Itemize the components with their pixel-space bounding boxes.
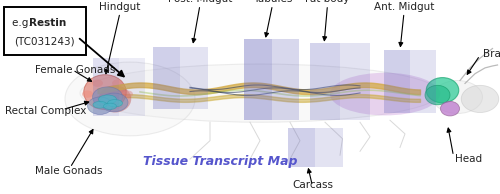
Text: Post. Midgut: Post. Midgut <box>168 0 232 4</box>
Ellipse shape <box>93 101 107 108</box>
Bar <box>288 128 315 167</box>
Text: Male Gonads: Male Gonads <box>35 166 102 176</box>
Text: Tubules: Tubules <box>253 0 292 4</box>
Ellipse shape <box>92 87 122 107</box>
Ellipse shape <box>426 78 459 103</box>
Text: (TC031243): (TC031243) <box>14 36 75 46</box>
Bar <box>384 50 410 113</box>
Ellipse shape <box>92 80 103 87</box>
Bar <box>180 47 208 109</box>
Ellipse shape <box>82 90 93 98</box>
Ellipse shape <box>104 103 117 109</box>
Ellipse shape <box>84 75 126 110</box>
Text: Hindgut: Hindgut <box>100 2 140 12</box>
Text: Rectal Complex: Rectal Complex <box>5 106 86 116</box>
Text: Carcass: Carcass <box>292 180 333 190</box>
Ellipse shape <box>98 95 116 104</box>
Bar <box>410 50 436 113</box>
Ellipse shape <box>80 64 440 122</box>
Text: Brain: Brain <box>482 49 500 59</box>
Ellipse shape <box>108 100 122 107</box>
Bar <box>92 58 118 116</box>
Ellipse shape <box>330 73 440 115</box>
Ellipse shape <box>122 90 133 98</box>
Text: Head: Head <box>455 154 482 164</box>
Ellipse shape <box>440 101 460 116</box>
Bar <box>272 39 299 120</box>
Bar <box>340 43 370 120</box>
Ellipse shape <box>112 80 123 87</box>
Ellipse shape <box>425 85 450 105</box>
Text: Tissue Transcript Map: Tissue Transcript Map <box>143 154 297 168</box>
Ellipse shape <box>88 97 112 114</box>
Text: Restin: Restin <box>30 18 67 28</box>
Ellipse shape <box>432 81 482 113</box>
Bar <box>118 58 144 116</box>
Bar <box>310 43 340 120</box>
Text: Ant. Midgut: Ant. Midgut <box>374 2 434 12</box>
Ellipse shape <box>112 101 123 109</box>
FancyBboxPatch shape <box>4 7 86 55</box>
Text: Female Gonads: Female Gonads <box>35 65 116 75</box>
Ellipse shape <box>92 101 103 109</box>
Bar <box>152 47 180 109</box>
Ellipse shape <box>100 93 128 112</box>
Ellipse shape <box>461 85 499 113</box>
Text: e.g.: e.g. <box>12 18 35 28</box>
Ellipse shape <box>99 85 131 113</box>
Bar <box>315 128 342 167</box>
Text: Fat body: Fat body <box>306 0 350 4</box>
Bar <box>244 39 272 120</box>
Ellipse shape <box>65 62 195 136</box>
